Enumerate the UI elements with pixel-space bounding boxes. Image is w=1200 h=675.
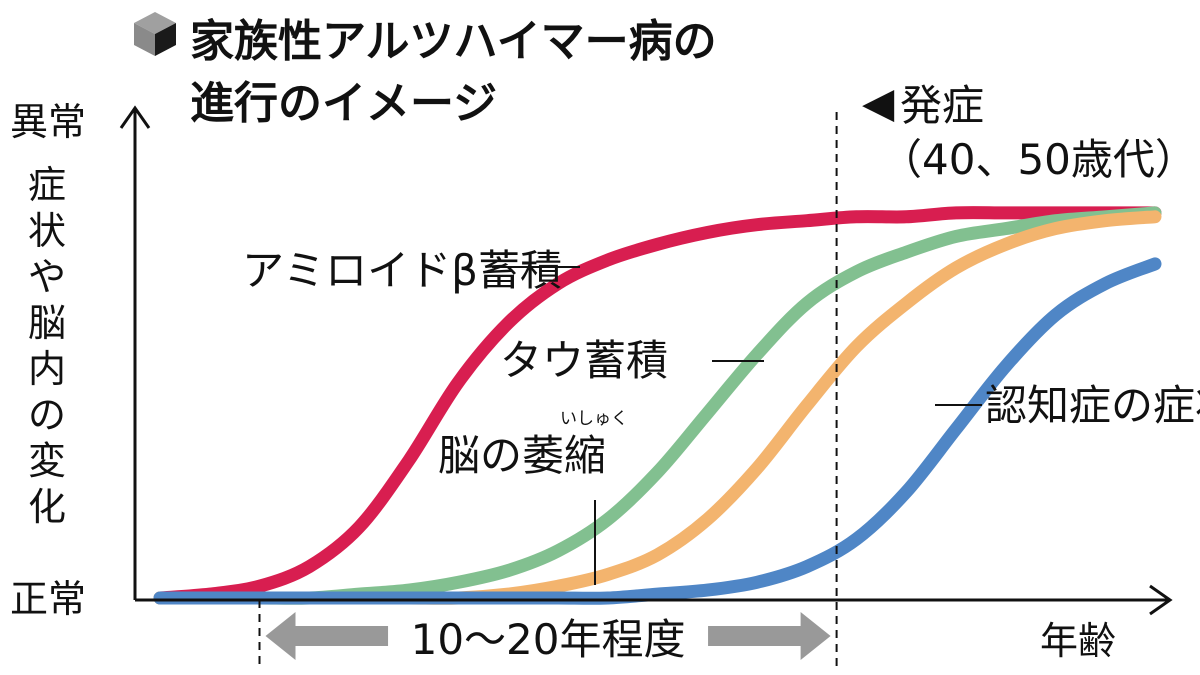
y-axis-bottom-label: 正常 bbox=[10, 577, 86, 621]
chart-title-line1: 家族性アルツハイマー病の bbox=[190, 16, 717, 67]
x-axis-arrow bbox=[1149, 584, 1173, 616]
onset-age-label: （40、50歳代） bbox=[880, 135, 1197, 184]
y-axis-label-char: の bbox=[28, 393, 66, 437]
series-label-dementia: 認知症の症状 bbox=[985, 381, 1200, 430]
y-axis-label-char: 状 bbox=[28, 209, 66, 253]
onset-label: 発症 bbox=[900, 81, 984, 130]
span-double-arrow bbox=[265, 612, 831, 660]
series-ruby-atrophy: いしゅく bbox=[560, 409, 628, 429]
span-label: 10〜20年程度 bbox=[411, 615, 686, 664]
series-label-atrophy: 脳の萎縮 bbox=[438, 431, 606, 480]
y-axis-label-char: 内 bbox=[28, 347, 66, 391]
y-axis-label-char: 脳 bbox=[28, 301, 66, 345]
y-axis-label-char: 化 bbox=[28, 485, 66, 529]
y-axis-arrow bbox=[119, 105, 151, 129]
onset-marker: ◀ bbox=[862, 78, 895, 127]
y-axis-label-char: 症 bbox=[28, 163, 66, 207]
cube-icon bbox=[134, 12, 176, 56]
series-group bbox=[153, 206, 1162, 605]
x-axis-label: 年齢 bbox=[1040, 619, 1116, 663]
axes bbox=[119, 105, 1173, 616]
y-axis-top-label: 異常 bbox=[10, 100, 86, 144]
span-arrow-left bbox=[265, 612, 389, 660]
span-arrow-right bbox=[708, 612, 831, 660]
series-label-amyloid: アミロイドβ蓄積 bbox=[242, 246, 562, 295]
y-axis-label-char: 変 bbox=[28, 439, 66, 483]
series-line-amyloid bbox=[153, 206, 1162, 605]
series-line-dementia bbox=[153, 257, 1162, 605]
y-axis-label-char: や bbox=[28, 255, 66, 299]
series-label-tau: タウ蓄積 bbox=[500, 336, 668, 385]
chart-title-line2: 進行のイメージ bbox=[190, 78, 497, 129]
